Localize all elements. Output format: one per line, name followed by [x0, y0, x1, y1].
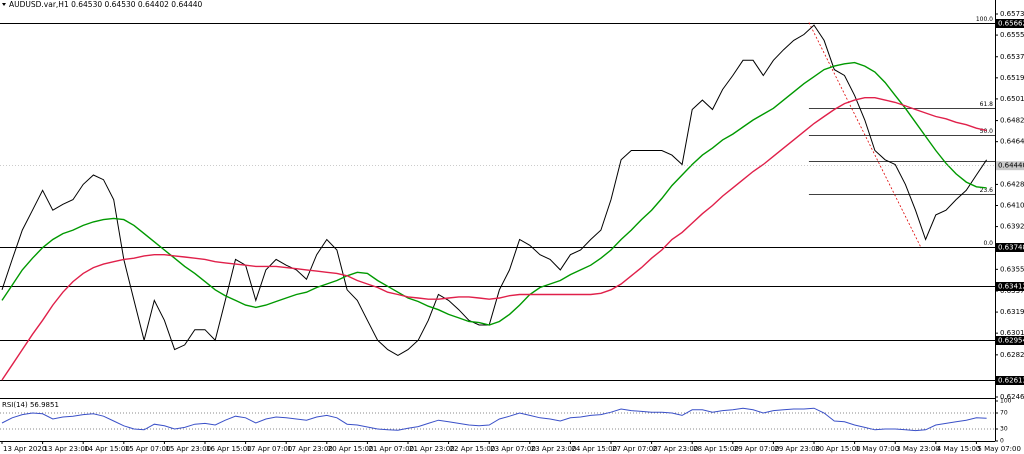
y-tick-label: 0.64825 — [1000, 117, 1024, 125]
x-tick-label: 17 Apr 07:00 — [247, 445, 293, 453]
x-tick-label: 20 Apr 15:00 — [328, 445, 374, 453]
x-tick-label: 27 Apr 23:00 — [653, 445, 699, 453]
level-label-box — [996, 19, 1024, 28]
y-tick-label: 0.65735 — [1000, 10, 1024, 18]
level-label-box — [996, 282, 1024, 291]
current-price-label: 0.64440 — [998, 162, 1024, 170]
x-tick-label: 13 Apr 23:00 — [44, 445, 90, 453]
fib-label: 0.0 — [983, 240, 993, 247]
x-tick-label: 27 Apr 07:00 — [612, 445, 658, 453]
fib-label: 23.6 — [980, 187, 994, 194]
series-line — [1, 97, 987, 381]
fib-label: 61.8 — [980, 101, 994, 108]
x-tick-label: 15 Apr 23:00 — [165, 445, 211, 453]
y-tick-label: 0.64645 — [1000, 138, 1024, 146]
x-tick-label: 24 Apr 15:00 — [571, 445, 617, 453]
y-tick-label: 0.62825 — [1000, 351, 1024, 359]
y-tick-label: 30 — [1000, 426, 1008, 433]
indicator-title: RSI(14) 56.9851 — [2, 401, 59, 409]
y-tick-label: 0.62465 — [1000, 393, 1024, 401]
fib-label: 100.0 — [976, 16, 993, 23]
level-label: 0.65662 — [998, 20, 1024, 28]
level-label: 0.63412 — [998, 283, 1024, 291]
x-tick-label: 3 May 23:00 — [896, 445, 940, 453]
x-tick-label: 29 Apr 07:00 — [734, 445, 780, 453]
x-tick-label: 13 Apr 2020 — [3, 445, 46, 453]
level-label-box — [996, 336, 1024, 345]
x-tick-label: 21 Apr 07:00 — [368, 445, 414, 453]
y-tick-label: 0.65555 — [1000, 31, 1024, 39]
x-tick-label: 17 Apr 23:00 — [287, 445, 333, 453]
level-label-box — [996, 243, 1024, 252]
fib-label: 50.0 — [980, 128, 994, 135]
x-tick-label: 28 Apr 15:00 — [693, 445, 739, 453]
fib-trend-line — [808, 22, 921, 247]
series-line — [1, 24, 988, 356]
y-tick-label: 70 — [1000, 410, 1008, 417]
chart-title: AUDUSD.var,H1 0.64530 0.64530 0.64402 0.… — [9, 0, 203, 9]
x-tick-label: 4 May 15:00 — [937, 445, 981, 453]
current-price-box — [996, 161, 1024, 171]
level-label: 0.63748 — [998, 244, 1024, 252]
level-label: 0.62613 — [998, 377, 1024, 385]
x-tick-label: 29 Apr 23:00 — [774, 445, 820, 453]
x-tick-label: 22 Apr 15:00 — [450, 445, 496, 453]
x-tick-label: 30 Apr 15:00 — [815, 445, 861, 453]
x-tick-label: 16 Apr 15:00 — [206, 445, 252, 453]
level-label: 0.62954 — [998, 337, 1024, 345]
y-tick-label: 0 — [1000, 438, 1004, 445]
x-tick-label: 23 Apr 23:00 — [531, 445, 577, 453]
x-tick-label: 14 Apr 15:00 — [84, 445, 130, 453]
series-line — [1, 407, 987, 432]
x-tick-label: 21 Apr 23:00 — [409, 445, 455, 453]
menu-arrow — [2, 3, 6, 6]
x-tick-label: 23 Apr 07:00 — [490, 445, 536, 453]
x-tick-label: 15 Apr 07:00 — [125, 445, 171, 453]
y-tick-label: 0.63555 — [1000, 265, 1024, 273]
level-label-box — [996, 376, 1024, 385]
x-tick-label: 5 May 07:00 — [977, 445, 1021, 453]
series-line — [1, 61, 987, 326]
x-tick-label: 1 May 07:00 — [856, 445, 900, 453]
y-tick-label: 100 — [1000, 398, 1012, 405]
